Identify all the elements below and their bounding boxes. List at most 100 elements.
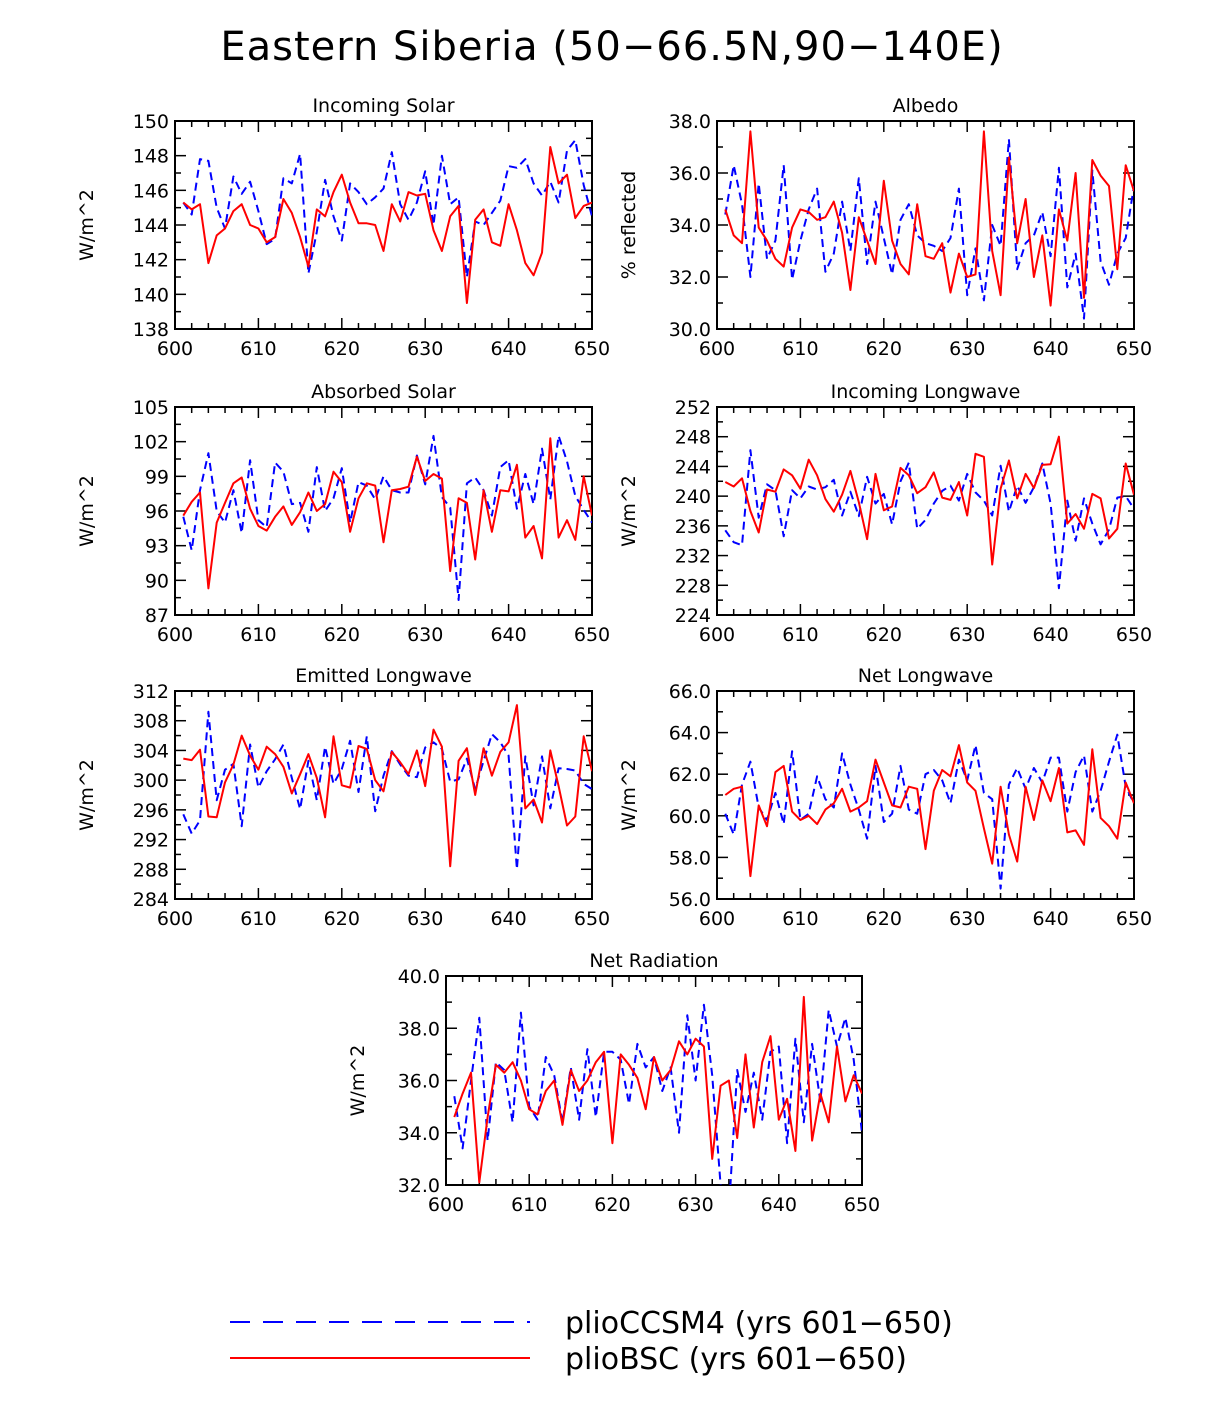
y-tick-label: 93 xyxy=(145,536,169,558)
x-tick-label: 630 xyxy=(407,624,443,646)
y-tick-label: 150 xyxy=(133,111,169,133)
x-tick-label: 640 xyxy=(1032,624,1068,646)
y-tick-label: 40.0 xyxy=(398,966,440,988)
series-line-plioccsm4 xyxy=(724,449,1134,590)
panel-title: Incoming Solar xyxy=(312,95,454,117)
x-axis: 600 610 620 630 640 650 xyxy=(699,121,1152,360)
y-tick-label: 240 xyxy=(675,486,711,508)
panel-title: Net Radiation xyxy=(589,950,718,972)
panel-title: Emitted Longwave xyxy=(295,665,472,687)
legend-label-plioBSC: plioBSC (yrs 601−650) xyxy=(565,1342,907,1377)
x-tick-label: 600 xyxy=(157,338,193,360)
y-tick-label: 236 xyxy=(675,516,711,538)
panels: Incoming Solar 600 610 620 630 640 650 138 140 14… xyxy=(76,95,1152,1216)
x-tick-label: 610 xyxy=(782,338,818,360)
x-tick-label: 610 xyxy=(240,624,276,646)
x-tick-label: 620 xyxy=(324,338,360,360)
y-tick-label: 224 xyxy=(675,605,711,627)
y-tick-label: 228 xyxy=(675,575,711,597)
y-tick-label: 32.0 xyxy=(398,1175,440,1197)
x-axis: 600 610 620 630 640 650 xyxy=(699,407,1152,646)
x-tick-label: 620 xyxy=(324,624,360,646)
y-tick-label: 284 xyxy=(133,889,169,911)
y-tick-label: 288 xyxy=(133,859,169,881)
y-tick-label: 66.0 xyxy=(669,681,711,703)
series-line-pliobsc xyxy=(183,704,592,868)
x-tick-label: 630 xyxy=(407,338,443,360)
panel-title: Incoming Longwave xyxy=(831,381,1021,403)
y-tick-label: 34.0 xyxy=(398,1123,440,1145)
y-tick-label: 62.0 xyxy=(669,764,711,786)
y-tick-label: 56.0 xyxy=(669,889,711,911)
series-line-pliobsc xyxy=(182,146,592,304)
y-tick-label: 296 xyxy=(133,800,169,822)
x-tick-label: 610 xyxy=(782,624,818,646)
y-tick-label: 308 xyxy=(133,711,169,733)
y-tick-label: 102 xyxy=(133,432,169,454)
legend: plioCCSM4 (yrs 601−650) plioBSC (yrs 601… xyxy=(230,1306,953,1377)
series-group xyxy=(724,435,1134,590)
panel-title: Net Longwave xyxy=(858,665,994,687)
x-tick-label: 600 xyxy=(699,624,735,646)
y-tick-label: 148 xyxy=(133,146,169,168)
x-tick-label: 630 xyxy=(949,908,985,930)
y-tick-label: 99 xyxy=(145,466,169,488)
y-tick-label: 312 xyxy=(133,681,169,703)
y-tick-label: 292 xyxy=(133,830,169,852)
x-tick-label: 640 xyxy=(761,1194,797,1216)
x-tick-label: 620 xyxy=(866,338,902,360)
series-line-plioccsm4 xyxy=(453,1003,862,1185)
panel-title: Absorbed Solar xyxy=(311,381,456,403)
x-tick-label: 650 xyxy=(844,1194,880,1216)
y-tick-label: 244 xyxy=(675,456,711,478)
x-axis: 600 610 620 630 640 650 xyxy=(428,976,880,1216)
series-line-pliobsc xyxy=(724,435,1134,566)
series-group xyxy=(182,434,592,601)
x-tick-label: 630 xyxy=(949,624,985,646)
panel-albedo: Albedo 600 610 620 630 640 650 30.0 32.0 34.0 36.0… xyxy=(618,95,1152,360)
y-axis-label: W/m^2 xyxy=(347,1045,369,1117)
series-line-plioccsm4 xyxy=(182,139,592,278)
y-tick-label: 38.0 xyxy=(669,111,711,133)
y-tick-label: 30.0 xyxy=(669,319,711,341)
x-tick-label: 650 xyxy=(1116,338,1152,360)
y-axis: 224 228 232 236 240 244 248 252 xyxy=(675,397,1134,627)
series-line-plioccsm4 xyxy=(724,733,1134,890)
x-tick-label: 610 xyxy=(240,338,276,360)
figure-title: Eastern Siberia (50−66.5N,90−140E) xyxy=(220,24,1003,70)
x-tick-label: 610 xyxy=(240,908,276,930)
series-line-pliobsc xyxy=(453,995,862,1184)
y-tick-label: 36.0 xyxy=(669,163,711,185)
x-tick-label: 600 xyxy=(157,908,193,930)
series-line-plioccsm4 xyxy=(724,138,1134,320)
panel-emitted-longwave: Emitted Longwave 600 610 620 630 640 650 284 288… xyxy=(76,665,610,930)
y-axis: 56.0 58.0 60.0 62.0 64.0 66.0 xyxy=(669,681,1134,911)
y-tick-label: 38.0 xyxy=(398,1018,440,1040)
series-line-pliobsc xyxy=(182,437,592,590)
legend-label-plioCCSM4: plioCCSM4 (yrs 601−650) xyxy=(565,1306,953,1341)
y-axis: 87 90 93 96 99 102 105 xyxy=(133,397,592,627)
x-tick-label: 640 xyxy=(490,908,526,930)
series-group xyxy=(453,995,862,1185)
x-tick-label: 610 xyxy=(511,1194,547,1216)
y-axis-label: W/m^2 xyxy=(618,475,640,547)
x-tick-label: 620 xyxy=(866,624,902,646)
y-tick-label: 64.0 xyxy=(669,723,711,745)
y-axis-label: W/m^2 xyxy=(618,759,640,831)
x-tick-label: 650 xyxy=(574,338,610,360)
x-tick-label: 600 xyxy=(699,338,735,360)
x-tick-label: 620 xyxy=(594,1194,630,1216)
y-tick-label: 252 xyxy=(675,397,711,419)
y-axis-label: W/m^2 xyxy=(76,189,98,261)
x-tick-label: 600 xyxy=(699,908,735,930)
x-axis: 600 610 620 630 640 650 xyxy=(699,691,1152,930)
x-tick-label: 640 xyxy=(490,338,526,360)
series-line-plioccsm4 xyxy=(182,710,592,871)
y-tick-label: 232 xyxy=(675,546,711,568)
x-axis: 600 610 620 630 640 650 xyxy=(157,691,610,930)
y-tick-label: 36.0 xyxy=(398,1071,440,1093)
panel-absorbed-solar: Absorbed Solar 600 610 620 630 640 650 87 90 93 96… xyxy=(76,381,610,646)
x-tick-label: 640 xyxy=(1032,908,1068,930)
